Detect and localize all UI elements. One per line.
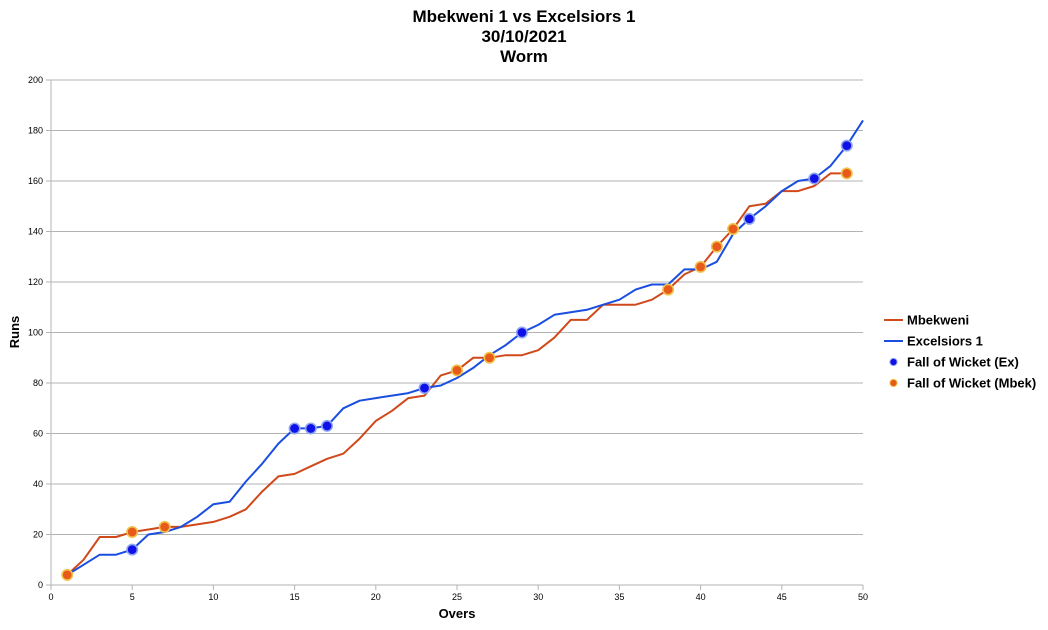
y-tick-label: 200 (28, 75, 43, 85)
x-tick-label: 25 (452, 592, 462, 602)
legend-entry: Mbekweni (884, 313, 969, 328)
x-tick-label: 20 (371, 592, 381, 602)
wicket-point-mbek (61, 568, 74, 581)
wicket-point-ex (126, 543, 139, 556)
gridlines (51, 79, 863, 586)
wicket-point-ex (840, 139, 853, 152)
wicket-point-mbek (483, 351, 496, 364)
x-tick-label: 40 (696, 592, 706, 602)
y-tick-label: 20 (33, 530, 43, 540)
wicket-point-mbek (126, 525, 139, 538)
y-tick-label: 100 (28, 328, 43, 338)
legend-swatch-marker (889, 357, 898, 367)
x-tick-label: 45 (777, 592, 787, 602)
legend-label: Mbekweni (907, 313, 969, 328)
series (61, 119, 864, 581)
wicket-point-ex (743, 212, 756, 225)
y-tick-label: 0 (38, 580, 43, 590)
wicket-point-ex (288, 422, 301, 435)
chart-title-line-3: Worm (500, 47, 548, 66)
wicket-point-ex (304, 422, 317, 435)
y-tick-label: 40 (33, 479, 43, 489)
wicket-point-ex (515, 326, 528, 339)
x-axis-label: Overs (439, 606, 476, 621)
wicket-point-ex (321, 419, 334, 432)
legend-entry: Fall of Wicket (Ex) (889, 355, 1019, 370)
y-tick-label: 160 (28, 176, 43, 186)
chart-title-line-1: Mbekweni 1 vs Excelsiors 1 (412, 7, 635, 26)
y-tick-label: 80 (33, 378, 43, 388)
legend-entry: Excelsiors 1 (884, 334, 983, 349)
y-tick-label: 140 (28, 227, 43, 237)
wicket-point-mbek (158, 520, 171, 533)
y-tick-label: 60 (33, 429, 43, 439)
y-axis-label: Runs (7, 316, 22, 349)
x-tick-label: 0 (48, 592, 53, 602)
wicket-point-mbek (694, 260, 707, 273)
y-tick-label: 120 (28, 277, 43, 287)
x-tick-label: 30 (533, 592, 543, 602)
wicket-point-mbek (710, 240, 723, 253)
axes (46, 79, 864, 590)
x-tick-label: 5 (130, 592, 135, 602)
legend: Mbekweni Excelsiors 1 Fall of Wicket (Ex) F… (884, 313, 1036, 391)
x-tick-label: 15 (290, 592, 300, 602)
x-tick-label: 10 (208, 592, 218, 602)
wicket-point-mbek (840, 167, 853, 180)
wicket-point-mbek (727, 222, 740, 235)
x-tick-label: 35 (614, 592, 624, 602)
wicket-point-mbek (450, 364, 463, 377)
y-tick-label: 180 (28, 126, 43, 136)
tick-labels: 0 20 40 60 80 100 120 140 160 180 200 0 5 10 15 20 25 30 3… (28, 75, 868, 602)
wicket-point-ex (808, 172, 821, 185)
series-line-excelsiors-1 (66, 119, 864, 576)
legend-entry: Fall of Wicket (Mbek) (889, 376, 1036, 391)
chart-title: Mbekweni 1 vs Excelsiors 1 30/10/2021 Wo… (412, 7, 635, 66)
wicket-point-mbek (662, 283, 675, 296)
legend-label: Fall of Wicket (Mbek) (907, 376, 1036, 391)
legend-label: Excelsiors 1 (907, 334, 983, 349)
chart-title-line-2: 30/10/2021 (481, 27, 566, 46)
legend-swatch-marker (889, 378, 898, 388)
wicket-point-ex (418, 382, 431, 395)
x-tick-label: 50 (858, 592, 868, 602)
legend-label: Fall of Wicket (Ex) (907, 355, 1019, 370)
